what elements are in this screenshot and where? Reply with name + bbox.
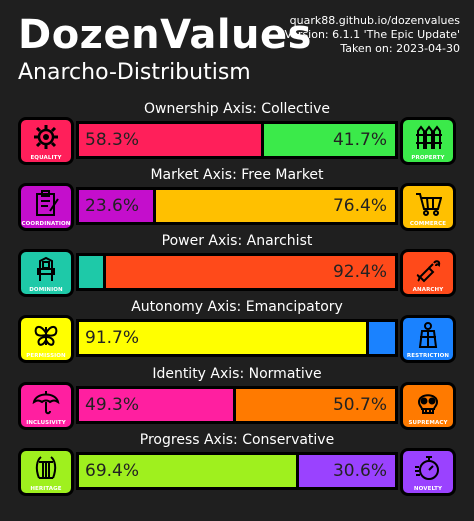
straitjacket-icon xyxy=(418,322,438,348)
icon-caption: RESTRICTION xyxy=(406,353,450,359)
right-bar-segment: 41.7% xyxy=(261,124,395,156)
icon-caption: EQUALITY xyxy=(30,155,62,161)
left-percentage: 49.3% xyxy=(85,395,140,415)
ideology-name: Anarcho-Distributism xyxy=(18,60,251,85)
right-icon-box: COMMERCE xyxy=(400,183,456,231)
clipboard-icon xyxy=(36,190,59,216)
right-percentage: 50.7% xyxy=(332,395,387,415)
left-icon-box: DOMINION xyxy=(18,249,74,297)
axis-row: DOMINION 92.4% ANARCHY xyxy=(18,249,456,297)
axis-row: PERMISSION 91.7% RESTRICTION xyxy=(18,315,456,363)
axis-bar: 69.4% 30.6% xyxy=(76,452,398,490)
right-icon-box: PROPERTY xyxy=(400,117,456,165)
icon-caption: SUPREMACY xyxy=(408,420,448,426)
left-percentage: 69.4% xyxy=(85,461,140,481)
icon-caption: ANARCHY xyxy=(412,287,444,293)
butterfly-icon xyxy=(34,326,58,346)
left-percentage: 91.7% xyxy=(85,328,140,348)
right-percentage: 30.6% xyxy=(332,461,387,481)
taken-date: Taken on: 2023-04-30 xyxy=(340,42,460,55)
right-bar-segment: 76.4% xyxy=(152,190,395,222)
right-percentage: 76.4% xyxy=(332,196,387,216)
left-bar-segment: 23.6% xyxy=(79,190,153,222)
axis-title: Power Axis: Anarchist xyxy=(161,233,313,249)
icon-caption: PROPERTY xyxy=(411,155,445,161)
left-icon-box: INCLUSIVITY xyxy=(18,382,74,430)
site-url[interactable]: quark88.github.io/dozenvalues xyxy=(289,14,460,27)
axis-row: HERITAGE 69.4% 30.6% NOVELTY xyxy=(18,448,456,496)
right-icon-box: ANARCHY xyxy=(400,249,456,297)
left-icon-box: HERITAGE xyxy=(18,448,74,496)
skull-icon xyxy=(417,394,439,414)
axis-row: INCLUSIVITY 49.3% 50.7% SUPREMACY xyxy=(18,382,456,430)
version-text: Version: 6.1.1 'The Epic Update' xyxy=(284,28,460,41)
umbrella-icon xyxy=(32,391,60,415)
right-bar-segment: 30.6% xyxy=(296,455,395,487)
right-bar-segment xyxy=(366,322,395,354)
right-percentage: 92.4% xyxy=(332,262,387,282)
stopwatch-icon xyxy=(415,456,439,480)
axis-bar: 58.3% 41.7% xyxy=(76,121,398,159)
right-bar-segment: 92.4% xyxy=(102,256,395,288)
icon-caption: COMMERCE xyxy=(409,221,447,227)
left-percentage: 23.6% xyxy=(85,196,140,216)
right-icon-box: RESTRICTION xyxy=(400,315,456,363)
meta-info: quark88.github.io/dozenvalues Version: 6… xyxy=(284,14,460,56)
throne-icon xyxy=(37,256,55,281)
left-bar-segment: 91.7% xyxy=(79,322,367,354)
left-icon-box: COORDINATION xyxy=(18,183,74,231)
lyre-icon xyxy=(35,456,57,479)
axis-row: COORDINATION 23.6% 76.4% COMMERCE xyxy=(18,183,456,231)
icon-caption: INCLUSIVITY xyxy=(26,420,66,426)
icon-caption: HERITAGE xyxy=(30,486,62,492)
left-bar-segment xyxy=(79,256,103,288)
icon-caption: DOMINION xyxy=(29,287,63,293)
axis-bar: 23.6% 76.4% xyxy=(76,187,398,225)
axis-bar: 91.7% xyxy=(76,319,398,357)
icon-caption: COORDINATION xyxy=(21,221,71,227)
left-bar-segment: 58.3% xyxy=(79,124,262,156)
left-icon-box: PERMISSION xyxy=(18,315,74,363)
left-bar-segment: 69.4% xyxy=(79,455,297,487)
axis-bar: 92.4% xyxy=(76,253,398,291)
gear-icon xyxy=(34,125,58,149)
axis-row: EQUALITY 58.3% 41.7% PROPERTY xyxy=(18,117,456,165)
right-icon-box: NOVELTY xyxy=(400,448,456,496)
left-percentage: 58.3% xyxy=(85,130,140,150)
axis-title: Progress Axis: Conservative xyxy=(139,432,335,448)
right-percentage: 41.7% xyxy=(332,130,387,150)
right-icon-box: SUPREMACY xyxy=(400,382,456,430)
left-icon-box: EQUALITY xyxy=(18,117,74,165)
right-bar-segment: 50.7% xyxy=(233,389,395,421)
axis-bar: 49.3% 50.7% xyxy=(76,386,398,424)
fence-icon xyxy=(416,125,442,149)
results-title: DozenValues xyxy=(18,12,312,58)
axis-title: Autonomy Axis: Emancipatory xyxy=(131,299,343,315)
icon-caption: PERMISSION xyxy=(26,353,66,359)
axis-title: Identity Axis: Normative xyxy=(152,366,322,382)
axis-title: Market Axis: Free Market xyxy=(150,167,324,183)
left-bar-segment: 49.3% xyxy=(79,389,234,421)
icon-caption: NOVELTY xyxy=(413,486,443,492)
axis-title: Ownership Axis: Collective xyxy=(143,101,331,117)
shopping-cart-icon xyxy=(416,193,442,216)
molotov-icon xyxy=(416,260,441,283)
